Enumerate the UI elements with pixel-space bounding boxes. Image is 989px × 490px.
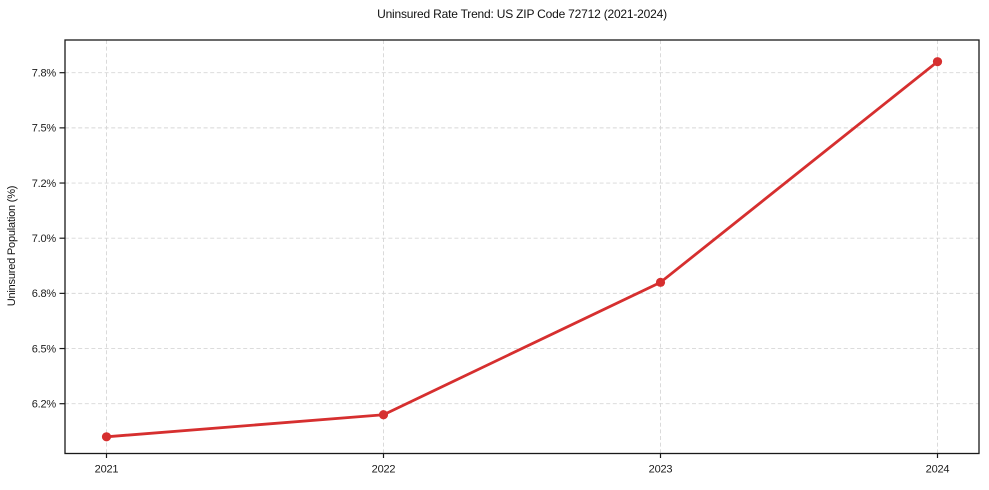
x-tick-label: 2024: [926, 464, 950, 476]
x-tick-label: 2021: [95, 464, 119, 476]
y-axis-label: Uninsured Population (%): [6, 185, 18, 307]
chart-title: Uninsured Rate Trend: US ZIP Code 72712 …: [377, 7, 667, 21]
plot-border: [64, 39, 980, 455]
y-tick-label: 7.0%: [32, 233, 57, 245]
y-tick-label: 7.8%: [32, 68, 57, 80]
x-tick-label: 2022: [372, 464, 396, 476]
y-tick-label: 6.5%: [32, 343, 57, 355]
data-point-2021: [101, 432, 112, 442]
data-point-2023: [655, 277, 666, 287]
y-tick-label: 6.8%: [32, 288, 57, 300]
y-tick-label: 7.5%: [32, 123, 57, 135]
y-tick-label: 6.2%: [32, 399, 57, 411]
x-tick-label: 2023: [649, 464, 673, 476]
data-point-2024: [932, 57, 943, 67]
data-point-2022: [378, 410, 389, 420]
trend-line: [105, 60, 939, 439]
y-tick-label: 7.2%: [32, 178, 57, 190]
